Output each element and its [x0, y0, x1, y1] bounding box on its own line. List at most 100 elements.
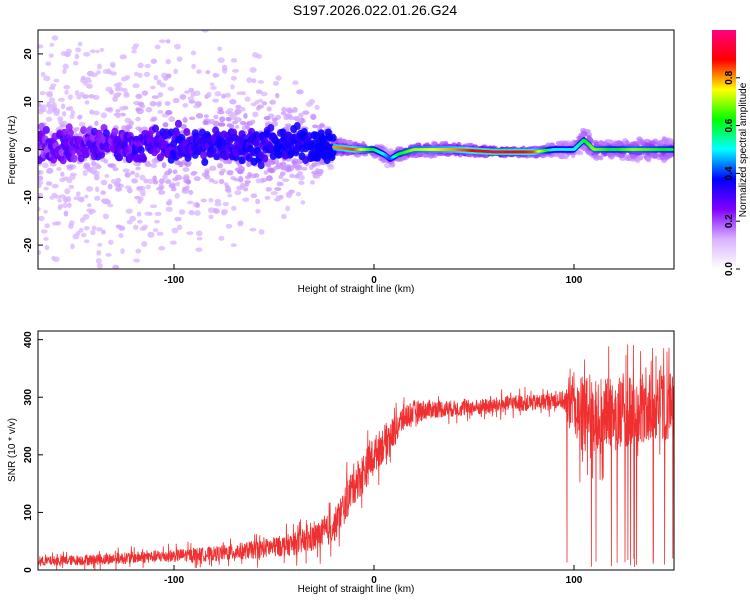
spectrogram-speckle	[51, 255, 56, 261]
spectrogram-speckle	[310, 113, 317, 120]
spectrogram-speckle	[196, 69, 202, 74]
spectrogram-speckle	[227, 107, 234, 112]
spectrogram-speckle	[169, 182, 176, 187]
colorbar: 0.0 0.2 0.4 0.6 0.8 Normalized spectral ampl…	[712, 30, 749, 276]
spectrogram-speckle	[86, 83, 93, 89]
spectrogram-speckle	[174, 216, 182, 222]
spectrogram-speckle	[234, 190, 242, 196]
spectrogram-speckle	[218, 235, 225, 241]
spectrogram-speckle	[208, 214, 214, 220]
spectrogram-speckle	[63, 210, 69, 217]
spectrogram-speckle	[174, 43, 181, 50]
spectrogram-speckle	[77, 41, 83, 47]
snr-series-line	[38, 344, 674, 570]
spectrogram-band-cell	[102, 129, 110, 138]
spectrogram-speckle	[225, 117, 232, 122]
snr-y-ticks: 0 100 200 300 400	[23, 331, 43, 573]
spectrogram-speckle	[249, 227, 257, 232]
spectrogram-speckle	[43, 209, 48, 214]
spectrogram-speckle	[46, 168, 53, 174]
spectrogram-speckle	[82, 170, 88, 176]
spectrogram-speckle	[130, 170, 136, 175]
spectrogram-speckle	[167, 198, 173, 205]
spectrogram-speckle	[126, 187, 133, 194]
spectrogram-speckle	[209, 165, 217, 171]
snr-x-tick-label: -100	[164, 575, 184, 586]
spectrogram-speckle	[170, 186, 177, 192]
spectrogram-band-cell	[209, 145, 217, 154]
spectrogram-speckle	[165, 58, 171, 65]
spectrogram-speckle	[176, 56, 183, 62]
spectrogram-speckle	[272, 80, 280, 86]
spectrogram-speckle	[203, 114, 209, 118]
spectrogram-speckle	[288, 116, 296, 121]
spectrogram-speckle	[161, 162, 167, 169]
spectrogram-speckle	[246, 161, 252, 168]
spectrogram-speckle	[147, 231, 155, 238]
spectrogram-speckle	[149, 100, 156, 107]
spectrogram-speckle	[53, 78, 60, 83]
spectrogram-speckle	[133, 258, 141, 263]
spectrogram-speckle	[171, 227, 179, 234]
spectrogram-speckle	[137, 72, 143, 78]
spectrogram-speckle	[152, 179, 159, 185]
spectrogram-speckle	[56, 167, 62, 171]
spectrogram-speckle	[416, 151, 424, 157]
spectrogram-y-tick-label: -10	[23, 190, 34, 205]
spectrogram-band-cell	[69, 147, 77, 156]
spectrogram-speckle	[195, 247, 203, 252]
spectrogram-speckle	[188, 99, 196, 104]
spectrogram-speckle	[172, 177, 179, 182]
spectrogram-speckle	[195, 202, 200, 209]
spectrogram-y-ticks: -20 -10 0 10 20	[23, 48, 43, 252]
spectrogram-speckle	[193, 104, 201, 109]
spectrogram-speckle	[92, 110, 100, 116]
spectrogram-speckle	[112, 167, 119, 172]
spectrogram-speckle	[165, 110, 173, 116]
spectrogram-speckle	[617, 153, 625, 158]
spectrogram-speckle	[345, 151, 351, 156]
spectrogram-speckle	[74, 53, 80, 60]
spectrogram-speckle	[46, 110, 54, 114]
spectrogram-x-tick-label: 100	[566, 275, 583, 286]
spectrogram-speckle	[62, 68, 67, 75]
spectrogram-speckle	[96, 263, 103, 269]
spectrogram-speckle	[74, 89, 80, 96]
spectrogram-speckle	[49, 195, 55, 200]
spectrogram-speckle	[645, 157, 651, 162]
spectrogram-speckle	[263, 116, 271, 121]
spectrogram-speckle	[95, 257, 102, 264]
spectrogram-speckle	[137, 62, 144, 69]
spectrogram-speckle	[265, 186, 272, 192]
spectrogram-speckle	[338, 138, 345, 143]
spectrogram-speckle	[667, 139, 674, 144]
spectrogram-speckle	[227, 111, 235, 117]
spectrogram-speckle	[78, 121, 86, 127]
spectrogram-speckle	[251, 78, 257, 84]
spectrogram-speckle	[272, 166, 278, 171]
spectrogram-speckle	[214, 91, 222, 97]
spectrogram-speckle	[206, 91, 212, 98]
spectrogram-speckle	[202, 120, 209, 126]
spectrogram-speckle	[217, 46, 223, 52]
spectrogram-speckle	[128, 120, 134, 126]
spectrogram-speckle	[115, 186, 123, 192]
spectrogram-speckle	[255, 198, 261, 205]
spectrogram-speckle	[295, 191, 302, 197]
spectrogram-speckle	[154, 211, 162, 217]
spectrogram-x-tick-label: 0	[371, 275, 377, 286]
spectrogram-speckle	[133, 224, 139, 230]
spectrogram-speckle	[64, 51, 71, 57]
spectrogram-speckle	[134, 172, 140, 178]
spectrogram-speckle	[234, 110, 239, 116]
spectrogram-speckle	[148, 212, 153, 216]
spectrogram-speckle	[41, 162, 49, 169]
spectrogram-speckle	[145, 184, 151, 190]
spectrogram-speckle	[135, 93, 143, 99]
spectrogram-band-cell	[174, 119, 182, 128]
spectrogram-speckle	[257, 98, 264, 103]
spectrogram-speckle	[237, 169, 244, 175]
spectrogram-speckle	[585, 150, 592, 155]
spectrogram-speckle	[153, 74, 159, 81]
spectrogram-speckle	[175, 181, 181, 187]
